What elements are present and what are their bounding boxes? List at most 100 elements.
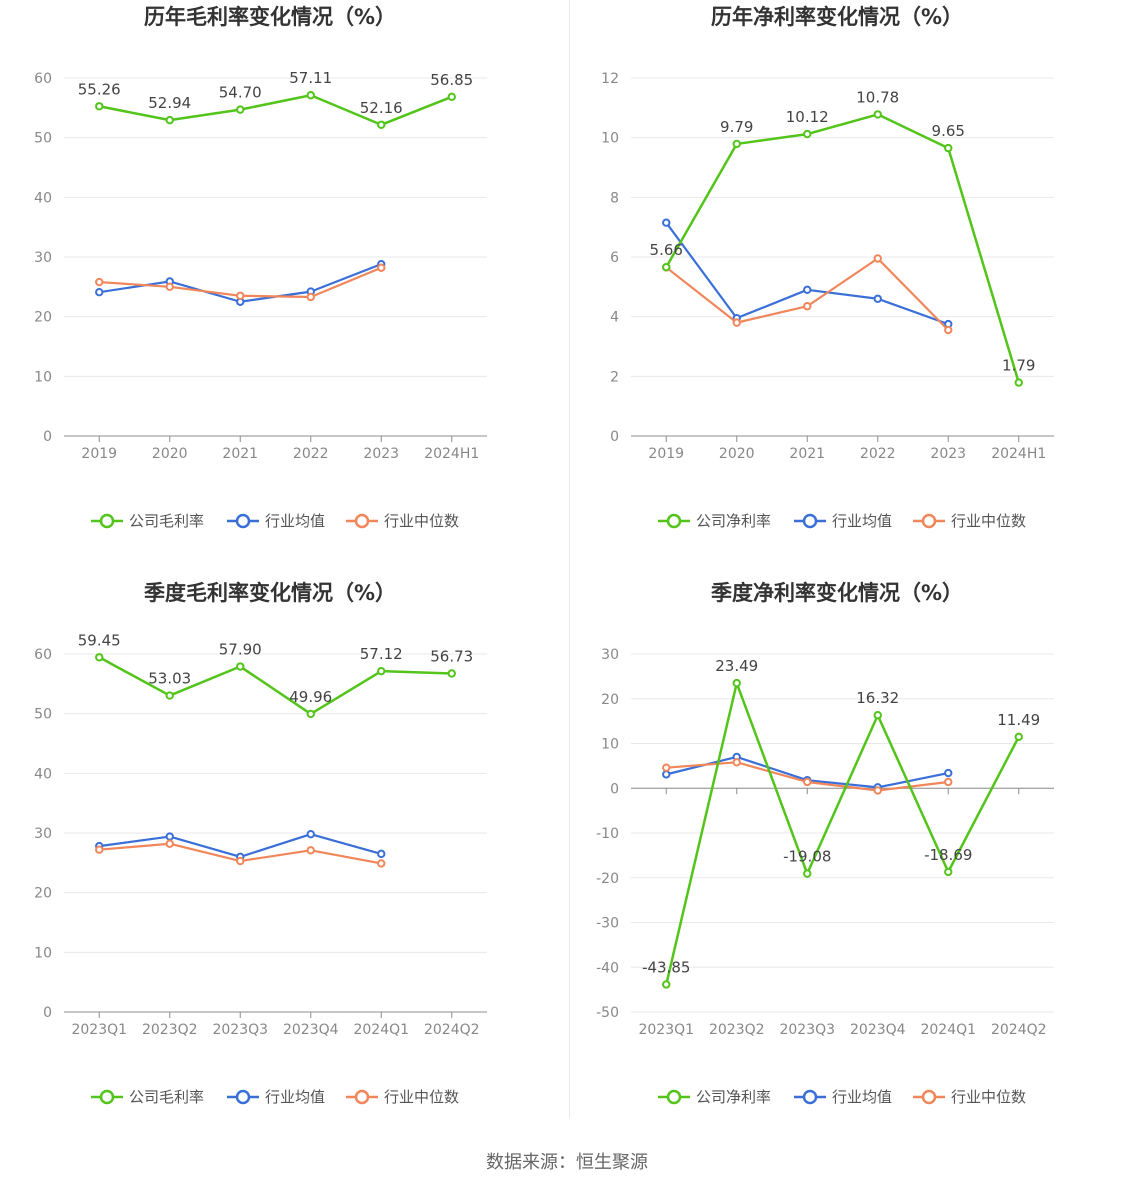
data-point-company <box>944 867 953 877</box>
chart-title: 历年净利率变化情况（%） <box>711 5 963 29</box>
legend-item-avg: 行业均值 <box>227 512 325 530</box>
chart-title: 历年毛利率变化情况（%） <box>144 5 396 29</box>
data-point-median <box>873 786 882 795</box>
data-label: -19.08 <box>783 848 831 866</box>
data-point-median <box>803 302 812 311</box>
y-tick-label: 60 <box>34 647 52 663</box>
x-tick-label: 2024Q2 <box>991 1022 1047 1038</box>
y-tick-label: 0 <box>610 781 619 797</box>
y-tick-label: 6 <box>610 250 619 266</box>
data-point-company <box>873 110 882 119</box>
data-label: 52.94 <box>148 94 191 112</box>
x-tick-label: 2020 <box>152 446 188 462</box>
chart-svg: 历年净利率变化情况（%） 0 2 4 6 8 10 12 2019 2020 2021 2022 202… <box>601 5 1054 530</box>
x-tick-label: 2019 <box>81 446 117 462</box>
data-point-company <box>944 143 953 153</box>
legend-item-avg: 行业均值 <box>794 1088 892 1106</box>
y-tick-label: 12 <box>601 71 619 87</box>
x-tick-label: 2023Q2 <box>142 1022 198 1038</box>
data-label: 49.96 <box>289 688 332 706</box>
data-label: 53.03 <box>148 670 191 688</box>
data-label: 9.65 <box>932 122 965 140</box>
chart-quarterly-gross-margin: 季度毛利率变化情况（%） 0 10 20 30 40 50 60 2023Q1 2023Q2 202… <box>0 576 567 1152</box>
data-label: 54.70 <box>219 84 262 102</box>
data-label: -18.69 <box>924 846 972 864</box>
legend-label: 行业均值 <box>265 1088 325 1106</box>
data-point-company <box>732 678 741 688</box>
y-tick-label: 50 <box>34 131 52 147</box>
data-point-median <box>873 254 882 263</box>
x-tick-label: 2023Q1 <box>71 1022 127 1038</box>
legend-item-median: 行业中位数 <box>346 512 459 530</box>
y-tick-label: 8 <box>610 190 619 206</box>
data-point-company <box>306 709 315 719</box>
data-label: 57.12 <box>360 645 403 663</box>
x-tick-label: 2021 <box>789 446 825 462</box>
x-tick-label: 2024Q1 <box>353 1022 409 1038</box>
y-tick-label: 20 <box>34 310 52 326</box>
data-label: 23.49 <box>715 657 758 675</box>
x-tick-label: 2023Q1 <box>638 1022 694 1038</box>
data-label: 59.45 <box>78 631 121 649</box>
series-line-median <box>665 257 950 331</box>
legend-swatch-marker <box>666 1089 682 1105</box>
legend-swatch-marker <box>921 1089 937 1105</box>
y-tick-label: 20 <box>34 886 52 902</box>
legend-swatch-marker <box>99 1089 115 1105</box>
legend-item-avg: 行业均值 <box>794 512 892 530</box>
legend-item-median: 行业中位数 <box>913 1088 1026 1106</box>
data-label: 57.11 <box>289 69 332 87</box>
x-tick-label: 2024H1 <box>424 446 479 462</box>
data-point-avg <box>306 829 315 839</box>
data-label: 9.79 <box>720 118 753 136</box>
data-point-company <box>803 869 812 878</box>
legend-swatch-marker <box>921 513 937 529</box>
legend-item-company: 公司毛利率 <box>91 512 204 530</box>
y-tick-label: -40 <box>596 960 619 976</box>
data-point-median <box>306 846 315 855</box>
data-label: 52.16 <box>360 99 403 117</box>
x-tick-label: 2023 <box>363 446 399 462</box>
data-point-median <box>236 856 245 866</box>
data-label: 57.90 <box>219 641 262 659</box>
data-point-company <box>236 105 245 114</box>
legend-swatch-marker <box>235 1089 251 1105</box>
data-point-median <box>944 777 953 787</box>
legend-swatch-marker <box>235 513 251 529</box>
data-point-avg <box>377 849 386 859</box>
legend-swatch-marker <box>354 1089 370 1105</box>
data-point-median <box>662 763 671 772</box>
data-point-company <box>165 691 174 700</box>
legend-item-company: 公司净利率 <box>658 1088 771 1106</box>
x-tick-label: 2024H1 <box>991 446 1046 462</box>
x-tick-label: 2019 <box>648 446 684 462</box>
data-point-median <box>732 318 741 327</box>
chart-quarterly-net-margin: 季度净利率变化情况（%） -50 -40 -30 -20 -10 0 10 20 30 2023Q1… <box>567 576 1134 1152</box>
data-point-median <box>306 292 315 302</box>
y-tick-label: 30 <box>34 250 52 266</box>
legend-item-median: 行业中位数 <box>913 512 1026 530</box>
data-point-company <box>873 711 882 720</box>
chart-annual-net-margin: 历年净利率变化情况（%） 0 2 4 6 8 10 12 2019 2020 2021 2022 202… <box>567 0 1134 576</box>
data-label: -43.85 <box>642 958 690 976</box>
legend-item-avg: 行业均值 <box>227 1088 325 1106</box>
data-point-avg <box>662 770 671 779</box>
data-point-median <box>95 845 104 854</box>
legend-label: 行业中位数 <box>951 1088 1026 1106</box>
legend-swatch-marker <box>802 513 818 529</box>
data-point-avg <box>662 218 671 227</box>
x-tick-label: 2023Q3 <box>779 1022 835 1038</box>
legend-item-median: 行业中位数 <box>346 1088 459 1106</box>
y-tick-label: 0 <box>43 429 52 445</box>
data-point-company <box>1014 378 1023 387</box>
data-point-company <box>377 120 386 129</box>
series-line-company <box>665 113 1020 383</box>
x-tick-label: 2022 <box>860 446 896 462</box>
data-point-company <box>306 91 315 100</box>
data-label: 11.49 <box>997 711 1040 729</box>
x-tick-label: 2022 <box>293 446 329 462</box>
data-label: 10.12 <box>786 108 829 126</box>
legend-label: 行业中位数 <box>384 512 459 530</box>
data-label: 55.26 <box>78 80 121 98</box>
y-tick-label: 20 <box>601 692 619 708</box>
